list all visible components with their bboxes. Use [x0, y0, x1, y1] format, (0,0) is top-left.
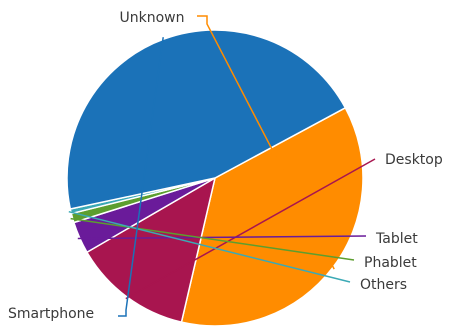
slices-group: [66, 29, 364, 327]
leader-line-desktop: [125, 158, 376, 300]
leader-lines-group: [68, 15, 376, 317]
leader-line-unknown: [197, 15, 335, 270]
leader-line-tablet: [77, 235, 367, 240]
leader-line-phablet: [70, 217, 355, 261]
slice-label-unknown: Unknown: [120, 10, 185, 26]
pie-slice-smartphone[interactable]: [66, 29, 347, 210]
slice-label-phablet: Phablet: [364, 255, 417, 271]
labels-group: Unknown Desktop Tablet Phablet Others Smartph…: [8, 10, 443, 322]
leader-line-smartphone: [118, 37, 164, 317]
slice-label-tablet: Tablet: [375, 231, 418, 247]
pie-slice-desktop[interactable]: [85, 176, 217, 324]
slice-label-desktop: Desktop: [385, 152, 443, 168]
slice-label-smartphone: Smartphone: [8, 306, 94, 322]
leader-line-others: [68, 210, 351, 283]
slice-label-others: Others: [360, 277, 407, 293]
